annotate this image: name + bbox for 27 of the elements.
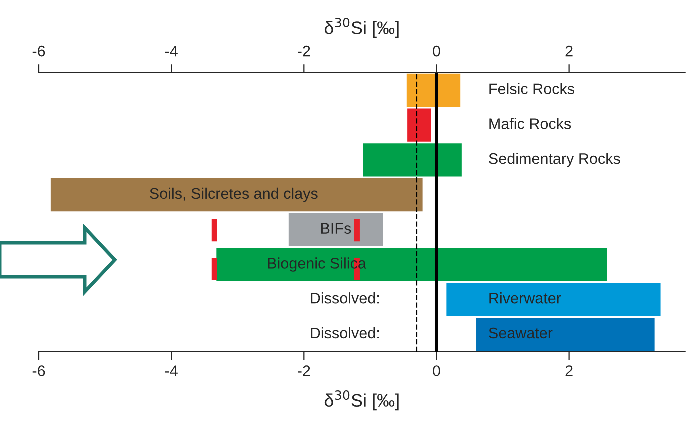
bar [406, 74, 461, 107]
bar [408, 108, 432, 142]
annotation: Dissolved: [311, 292, 379, 304]
y-tick-label: Soils, Silcretes and clays [150, 188, 318, 202]
y-tick-label: Riverwater [490, 292, 562, 304]
x-tick-label: -4 [165, 366, 178, 376]
bar [50, 178, 423, 212]
x-tick-label: 0 [433, 366, 440, 376]
x2-tick-label: -2 [298, 46, 310, 57]
x2-tick-label: -4 [165, 46, 178, 57]
y-tick-label: Mafic Rocks [490, 118, 572, 130]
bar [446, 283, 661, 316]
x-tick-label: -2 [298, 366, 310, 376]
y-tick-label: Sedimentary Rocks [489, 153, 620, 168]
x2-tick-label: 2 [566, 46, 573, 57]
bar [363, 144, 462, 177]
x2-tick-label: 0 [433, 46, 440, 57]
x2-axis-title: δ$^{30}$Si [‰] [324, 18, 399, 38]
y-tick-label: BIFs [322, 223, 352, 234]
x-tick-label: 2 [566, 366, 573, 376]
x-axis-title: δ$^{30}$Si [‰] [324, 390, 399, 411]
y-tick-label: Seawater [489, 328, 553, 339]
x-tick-label: -6 [32, 366, 46, 376]
y-tick-label: Felsic Rocks [490, 83, 574, 94]
x2-tick-label: -6 [32, 46, 46, 57]
annotation: Dissolved: [311, 327, 379, 339]
bar [476, 318, 655, 352]
